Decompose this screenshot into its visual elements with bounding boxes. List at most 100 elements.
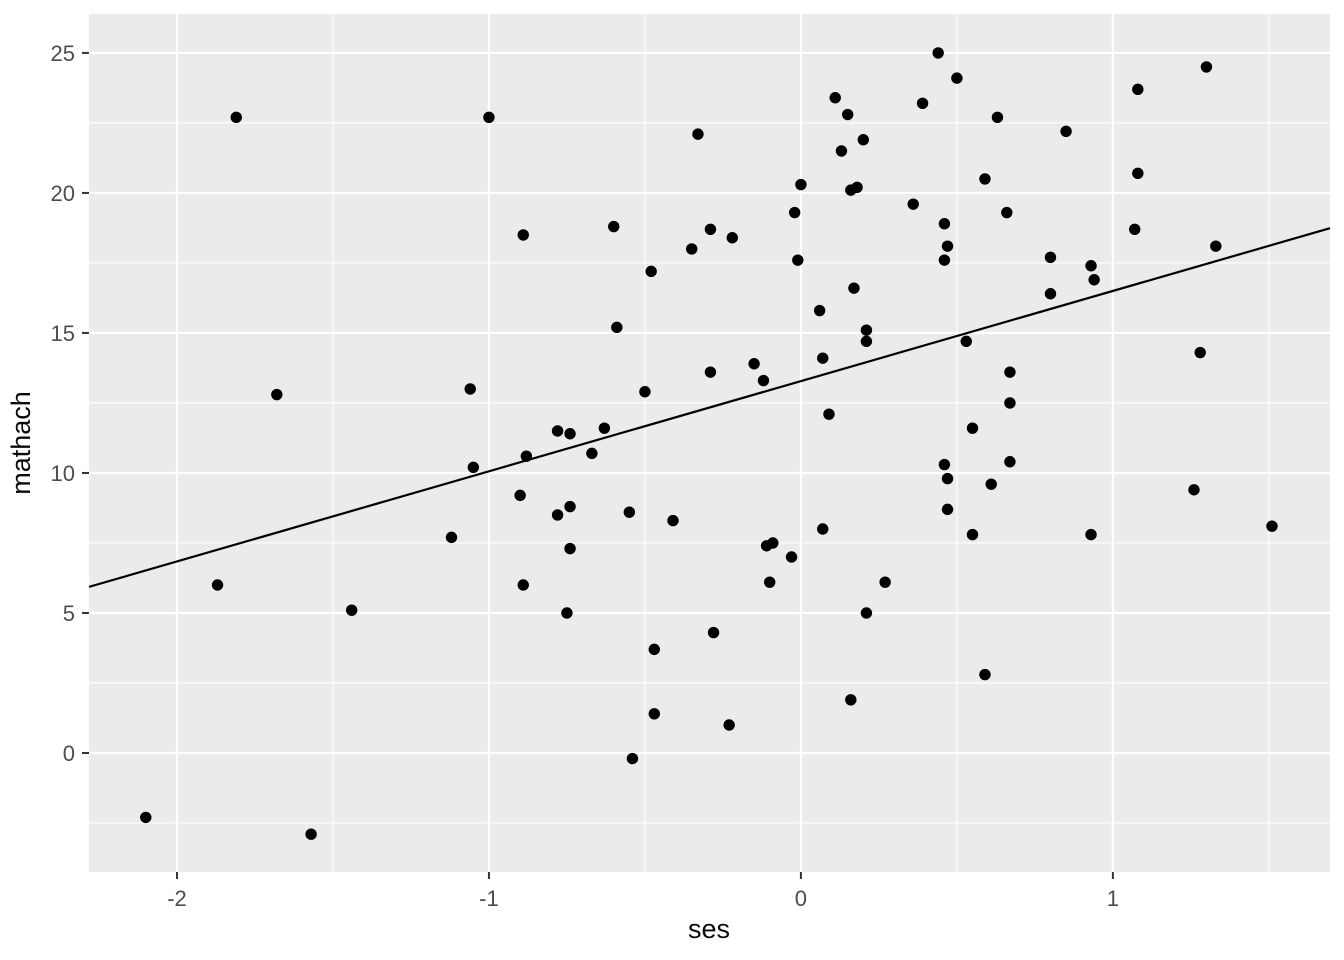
y-tick-label: 5: [63, 601, 75, 626]
data-point: [639, 386, 651, 398]
data-point: [1085, 260, 1097, 272]
data-point: [1044, 251, 1057, 264]
data-point: [514, 489, 526, 502]
data-point: [211, 579, 224, 591]
data-point: [785, 551, 798, 563]
data-point: [726, 232, 738, 244]
data-point: [848, 282, 860, 294]
data-point: [860, 324, 873, 336]
data-point: [551, 509, 564, 521]
data-point: [795, 178, 807, 191]
data-point: [140, 811, 152, 824]
data-point: [817, 352, 829, 364]
data-point: [985, 478, 997, 490]
data-point: [1004, 397, 1016, 409]
data-point: [1210, 240, 1222, 252]
data-point: [813, 304, 826, 317]
data-point: [467, 461, 480, 474]
data-point: [271, 388, 283, 401]
x-axis-title: ses: [688, 914, 730, 944]
data-point: [966, 422, 979, 434]
data-point: [932, 47, 944, 59]
y-tick-label: 25: [51, 41, 75, 66]
data-point: [692, 128, 704, 140]
y-tick-label: 15: [51, 321, 75, 346]
data-point: [941, 503, 954, 516]
minor-gridlines: [89, 14, 1330, 872]
data-points-layer: [140, 47, 1278, 840]
x-tick-label: 0: [795, 886, 807, 911]
data-point: [792, 254, 804, 266]
data-point: [764, 576, 776, 588]
data-point: [445, 531, 458, 544]
data-point: [1194, 346, 1206, 359]
data-point: [564, 500, 576, 513]
data-point: [704, 223, 717, 236]
data-point: [561, 607, 573, 619]
data-point: [623, 506, 636, 518]
data-point: [648, 643, 660, 656]
plot-panel: [89, 14, 1330, 872]
axis-ticks-layer: [82, 51, 1114, 879]
data-point: [1088, 274, 1100, 286]
data-point: [1129, 223, 1141, 236]
data-point: [1044, 288, 1057, 300]
data-point: [1132, 83, 1144, 96]
data-point: [667, 514, 679, 527]
data-point: [520, 450, 533, 462]
data-point: [991, 111, 1004, 124]
data-point: [860, 335, 873, 348]
y-tick-label: 0: [63, 741, 75, 766]
data-point: [857, 134, 869, 146]
data-point: [845, 184, 857, 196]
data-point: [979, 668, 991, 681]
data-point: [941, 472, 954, 485]
data-point: [767, 537, 779, 549]
data-point: [845, 694, 857, 706]
x-tick-label: -2: [167, 886, 187, 911]
data-point: [517, 229, 529, 241]
data-point: [1001, 206, 1013, 219]
data-point: [230, 111, 242, 124]
data-point: [645, 265, 657, 278]
y-axis-title: mathach: [6, 391, 36, 495]
x-tick-label: 1: [1107, 886, 1119, 911]
data-point: [817, 523, 829, 535]
data-point: [748, 358, 760, 370]
data-point: [598, 422, 611, 434]
data-point: [686, 243, 698, 255]
data-point: [1085, 528, 1097, 541]
data-point: [941, 240, 954, 252]
data-point: [860, 607, 873, 619]
data-point: [938, 458, 951, 471]
data-point: [345, 604, 358, 616]
data-point: [608, 220, 620, 233]
data-point: [586, 447, 598, 460]
y-tick-label: 20: [51, 181, 75, 206]
data-point: [1266, 520, 1278, 532]
data-point: [704, 366, 717, 378]
data-point: [483, 111, 495, 124]
data-point: [788, 206, 801, 219]
regression-line: [88, 227, 1331, 588]
data-point: [835, 145, 848, 157]
data-point: [1200, 61, 1213, 73]
data-point: [517, 579, 529, 591]
data-point: [979, 173, 991, 185]
data-point: [551, 425, 564, 437]
data-point: [938, 218, 951, 230]
data-point: [707, 626, 720, 639]
y-tick-label: 10: [51, 461, 75, 486]
data-point: [842, 108, 854, 121]
data-point: [564, 428, 576, 440]
x-tick-label: -1: [479, 886, 499, 911]
data-point: [464, 383, 476, 395]
data-point: [966, 528, 979, 541]
data-point: [648, 708, 660, 720]
data-point: [951, 72, 963, 84]
data-point: [723, 719, 735, 731]
data-point: [1060, 125, 1072, 138]
data-point: [829, 92, 841, 104]
